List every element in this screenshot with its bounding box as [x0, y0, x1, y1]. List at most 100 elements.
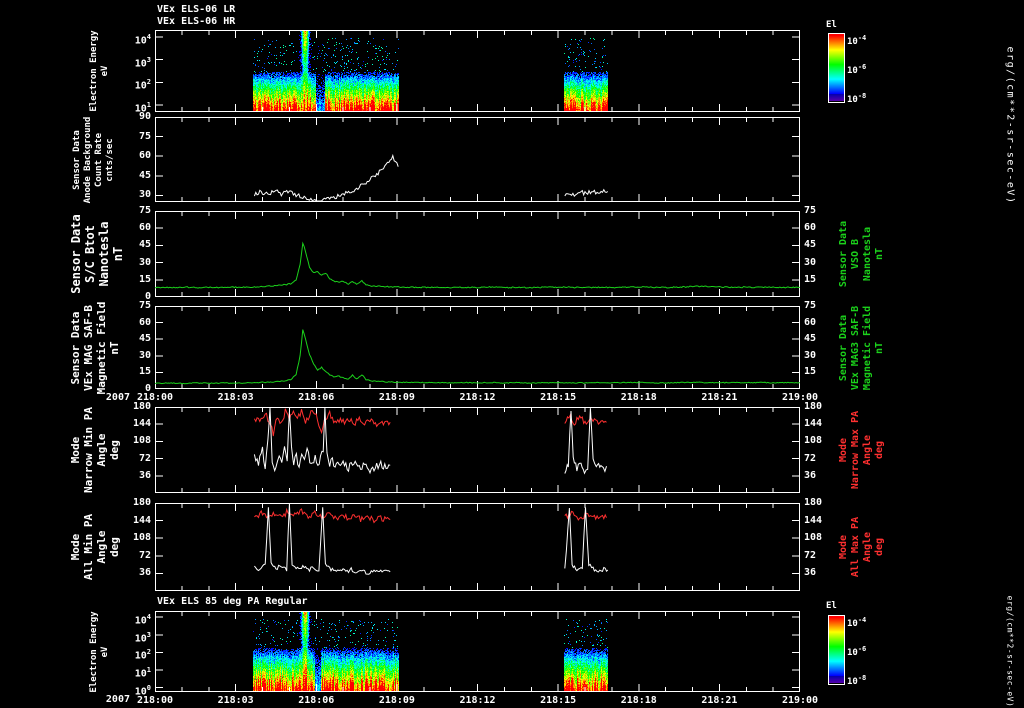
series-btot: [155, 241, 800, 289]
axis-label-line: eV: [100, 646, 110, 657]
colorbar-tick-label: 10-8: [847, 674, 867, 688]
y-tick-label: 30: [138, 189, 151, 201]
series-narrow-min-pa: [253, 407, 391, 475]
panel1-title-line2: VEx ELS-06 HR: [157, 16, 236, 27]
panel-axes: [155, 306, 800, 389]
y-tick-label: 30: [138, 256, 151, 268]
y-tick-label: 104: [134, 613, 151, 627]
panel-narrow-pa: [155, 407, 800, 493]
colorbar: [828, 615, 845, 685]
y-tick-label: 45: [138, 239, 151, 251]
y-tick-label: 45: [138, 333, 151, 345]
x-tick-label: 218:21: [701, 392, 738, 403]
y-tick-label: 0: [144, 383, 151, 394]
panel-vex-mag-saf-b: [155, 306, 800, 389]
panel-els-energy-spectrogram: [155, 30, 800, 112]
axis-label-line: deg: [874, 537, 885, 557]
y-tick-label: 102: [134, 78, 151, 92]
x-tick-label: 218:18: [620, 695, 657, 706]
y-tick-label-right: 45: [804, 239, 817, 251]
x-tick-label: 218:21: [701, 695, 738, 706]
series-all-min-pa: [254, 503, 391, 575]
y-tick-label: 180: [132, 401, 151, 412]
spectrogram-canvas: [156, 612, 799, 691]
y-tick-label-right: 144: [804, 418, 823, 430]
colorbar-unit-label-top: erg/(cm**2-sr-sec-eV): [1004, 46, 1016, 205]
axis-label-line: Electron Energy: [89, 610, 99, 693]
colorbar-tick-label: 10-8: [847, 92, 867, 106]
y-tick-label: 75: [138, 205, 151, 216]
spectrogram-canvas: [156, 31, 799, 111]
y-tick-label-right: 180: [804, 401, 823, 412]
y-tick-label-right: 15: [804, 366, 817, 378]
colorbar-unit-label-bottom: erg/(cm**2-sr-sec-eV): [1005, 595, 1015, 708]
y-tick-label: 72: [138, 452, 151, 464]
y-tick-label-right: 72: [804, 549, 817, 561]
series-narrow-max-pa: [253, 408, 391, 437]
series-count-rate: [253, 153, 399, 202]
y-tick-label-right: 36: [804, 567, 817, 579]
x-tick-label: 218:03: [217, 695, 254, 706]
y-tick-label: 108: [132, 435, 151, 447]
y-tick-label-right: 45: [804, 333, 817, 345]
year-label-top: 2007: [105, 392, 130, 403]
x-tick-label: 219:00: [781, 392, 819, 403]
y-tick-label: 0: [144, 291, 151, 302]
panel-axes: [155, 211, 800, 297]
y-tick-label-right: 75: [804, 205, 817, 216]
series-count-rate: [564, 188, 609, 198]
y-tick-label-right: 30: [804, 256, 817, 268]
y-tick-label: 60: [138, 222, 151, 234]
x-tick-label: 218:00: [136, 695, 174, 706]
y-tick-label: 101: [134, 665, 151, 680]
y-tick-label: 103: [134, 55, 151, 69]
panel7-title: VEx ELS 85 deg PA Regular: [157, 596, 308, 607]
series-all-min-pa: [564, 507, 609, 573]
y-tick-label-right: 15: [804, 273, 817, 285]
panel-axes: [155, 611, 800, 692]
panel-all-pa: [155, 503, 800, 591]
panel-axes: [155, 503, 800, 591]
colorbar: [828, 33, 845, 103]
colorbar-tick-label: 10-4: [847, 615, 867, 629]
colorbar-tick-label: 10-4: [847, 33, 867, 47]
colorbar-flux-label-bottom: El: [826, 601, 837, 611]
x-tick-label: 218:06: [298, 392, 335, 403]
colorbar-tick-label: 10-6: [847, 645, 867, 658]
panel-anode-background-count-rate: [155, 117, 800, 202]
y-tick-label: 103: [134, 630, 151, 645]
x-tick-label: 219:00: [781, 695, 819, 706]
y-tick-label: 144: [132, 418, 151, 430]
y-tick-label-right: 30: [804, 349, 817, 361]
y-tick-label-right: 108: [804, 435, 823, 447]
y-tick-label-right: 36: [804, 469, 817, 481]
y-tick-label: 36: [138, 469, 151, 481]
colorbar-tick-label: 10-6: [847, 63, 867, 76]
panel-axes: [155, 117, 800, 202]
y-tick-label: 102: [134, 648, 151, 662]
y-tick-label: 75: [138, 130, 151, 142]
y-tick-label: 60: [138, 150, 151, 162]
series-narrow-min-pa: [564, 408, 607, 475]
y-tick-label: 90: [138, 111, 151, 122]
y-tick-label-right: 108: [804, 532, 823, 544]
x-tick-label: 218:09: [378, 392, 415, 403]
year-label-bottom: 2007: [105, 694, 130, 705]
x-tick-label: 218:12: [459, 392, 496, 403]
colorbar-flux-label-top: El: [826, 20, 837, 30]
y-tick-label-right: 60: [804, 316, 817, 328]
y-tick-label: 15: [138, 273, 151, 285]
y-tick-label: 30: [138, 349, 151, 361]
axis-label-line: Mode: [69, 533, 82, 561]
x-tick-label: 218:03: [217, 392, 254, 403]
y-tick-label-right: 72: [804, 452, 817, 464]
y-tick-label: 75: [138, 300, 151, 311]
y-tick-label: 45: [138, 169, 151, 181]
panel-sc-btot: [155, 211, 800, 297]
y-tick-label-right: 144: [804, 514, 823, 526]
x-tick-label: 218:18: [620, 392, 657, 403]
y-axis-label: Electron Energy eV: [89, 502, 111, 708]
x-tick-label: 218:09: [378, 695, 415, 706]
y-tick-label-right: 180: [804, 497, 823, 508]
